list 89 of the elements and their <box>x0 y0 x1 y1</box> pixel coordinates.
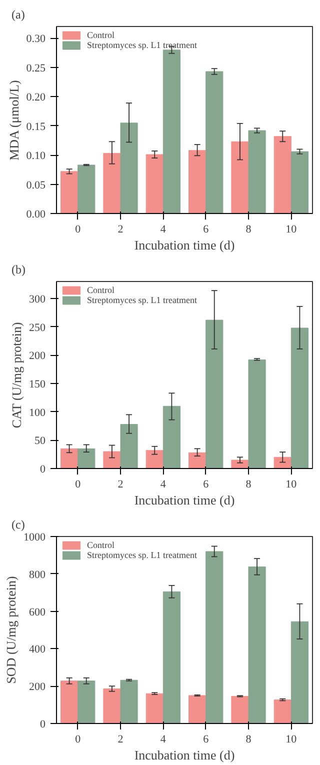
y-tick-label: 0.25 <box>26 62 46 74</box>
y-tick-label: 0 <box>40 464 46 476</box>
y-tick-label: 600 <box>29 606 46 618</box>
x-tick-label: 0 <box>75 478 82 490</box>
bar <box>248 566 266 724</box>
y-axis-title: MDA (μmol/L) <box>6 80 22 160</box>
bar <box>78 680 96 724</box>
bar <box>188 150 206 214</box>
legend-label: Streptomyces sp. L1 treatment <box>87 295 197 305</box>
x-tick-label: 2 <box>118 478 124 490</box>
y-tick-label: 100 <box>29 406 46 419</box>
bar <box>103 688 121 724</box>
x-tick-label: 0 <box>75 734 82 746</box>
x-tick-label: 6 <box>203 224 210 236</box>
y-tick-label: 0.20 <box>26 92 46 104</box>
x-tick-label: 10 <box>286 478 298 490</box>
y-tick-label: 0.15 <box>26 120 46 133</box>
y-tick-label: 400 <box>29 644 46 656</box>
y-tick-label: 800 <box>29 568 46 581</box>
y-tick-label: 300 <box>29 294 46 306</box>
bar <box>274 700 292 724</box>
x-tick-label: 6 <box>203 478 210 490</box>
legend-label: Streptomyces sp. L1 treatment <box>87 40 197 50</box>
bar <box>146 450 164 468</box>
x-axis-title: Incubation time (d) <box>134 238 235 252</box>
bar <box>78 448 96 468</box>
legend-label: Control <box>87 540 115 550</box>
bar <box>103 153 121 214</box>
bar <box>60 171 78 214</box>
y-tick-label: 0.10 <box>26 150 46 162</box>
bar <box>248 130 266 214</box>
y-tick-label: 0.30 <box>26 33 46 46</box>
x-tick-label: 2 <box>118 224 124 236</box>
bar <box>162 406 180 468</box>
chart-title: (c) <box>12 518 25 532</box>
x-tick-label: 2 <box>118 734 124 746</box>
x-tick-label: 10 <box>286 224 298 236</box>
legend-label: Control <box>87 30 115 40</box>
y-tick-label: 50 <box>34 435 46 448</box>
bar <box>188 695 206 724</box>
bar <box>206 551 224 724</box>
bar <box>103 451 121 468</box>
bar <box>248 359 266 468</box>
y-tick-label: 250 <box>29 322 46 334</box>
bar <box>274 136 292 214</box>
legend-label: Streptomyces sp. L1 treatment <box>87 550 197 560</box>
x-tick-label: 0 <box>75 224 82 236</box>
y-axis-title: CAT (U/mg protein) <box>9 322 24 428</box>
bar <box>188 452 206 468</box>
bar <box>290 621 308 724</box>
x-tick-label: 8 <box>246 734 252 746</box>
chart-title: (b) <box>12 262 26 276</box>
x-tick-label: 8 <box>246 478 252 490</box>
bar <box>120 424 138 468</box>
bar <box>60 448 78 468</box>
y-tick-label: 0.00 <box>26 208 46 220</box>
y-tick-label: 0.05 <box>26 179 46 192</box>
x-tick-label: 8 <box>246 224 252 236</box>
bar <box>231 460 249 468</box>
bar <box>60 680 78 724</box>
bar <box>290 328 308 468</box>
bar <box>231 696 249 724</box>
bar <box>146 693 164 724</box>
y-tick-label: 0 <box>40 718 46 730</box>
x-axis-title: Incubation time (d) <box>134 492 235 508</box>
x-axis-title: Incubation time (d) <box>134 748 235 762</box>
bar <box>290 151 308 214</box>
bar <box>274 456 292 468</box>
bar <box>78 164 96 214</box>
y-tick-label: 1000 <box>24 532 46 544</box>
bar <box>206 320 224 468</box>
x-tick-label: 4 <box>160 478 166 490</box>
legend-label: Control <box>87 285 115 295</box>
y-tick-label: 150 <box>29 378 46 390</box>
y-tick-label: 200 <box>29 350 46 362</box>
chart-title: (a) <box>12 8 25 22</box>
x-tick-label: 10 <box>286 734 298 746</box>
bar <box>162 50 180 214</box>
bar <box>120 122 138 214</box>
bar <box>206 71 224 214</box>
y-tick-label: 200 <box>29 681 46 694</box>
x-tick-label: 4 <box>160 224 166 236</box>
x-tick-label: 4 <box>160 734 166 746</box>
bar <box>162 591 180 724</box>
bar <box>231 141 249 214</box>
bar <box>146 154 164 214</box>
bar <box>120 680 138 724</box>
y-axis-title: SOD (U/mg protein) <box>4 576 18 684</box>
x-tick-label: 6 <box>203 734 210 746</box>
